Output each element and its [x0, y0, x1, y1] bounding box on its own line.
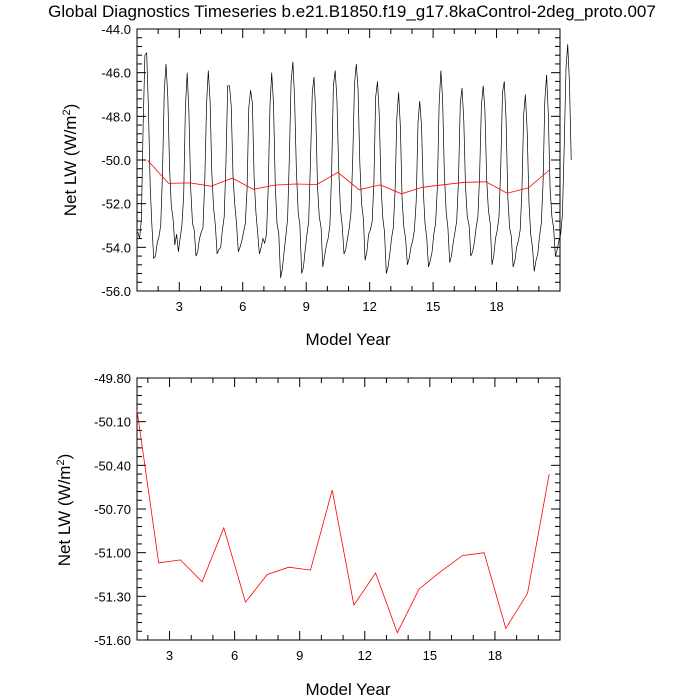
- y-axis-label-top-superscript: 2: [61, 109, 73, 115]
- monthly-and-annual-panel: 3 6 9 12 15 18 -56.0 -54.0 -52.0 -50.0 -48.0 -46.0 -…: [61, 22, 572, 349]
- y-axis-label-bottom-text: Net LW (W/m: [55, 466, 74, 567]
- y-tick-label-top: -56.0: [101, 284, 131, 299]
- y-axis-label-top-text: Net LW (W/m: [61, 116, 80, 217]
- y-tick-label-top: -50.0: [101, 153, 131, 168]
- x-axis-label-top: Model Year: [305, 330, 390, 349]
- y-tick-label-bottom: -51.30: [94, 589, 131, 604]
- y-tick-label-top: -48.0: [101, 109, 131, 124]
- y-axis-label-bottom: Net LW (W/m2): [55, 454, 74, 567]
- x-tick-label-bottom: 3: [166, 648, 173, 663]
- y-tick-label-bottom: -50.40: [94, 458, 131, 473]
- y-tick-label-bottom: -51.00: [94, 546, 131, 561]
- y-axis-label-bottom-superscript: 2: [55, 459, 67, 465]
- plot-frame-top: [136, 28, 561, 292]
- x-tick-label-top: 3: [176, 299, 183, 314]
- tick-group-bottom: 3 6 9 12 15 18 -51.60 -51.30 -51.00 -50.70 -50.40 -…: [94, 371, 561, 663]
- y-axis-label-top: Net LW (W/m2): [61, 104, 80, 217]
- y-tick-label-bottom: -50.70: [94, 502, 131, 517]
- y-tick-label-bottom: -49.80: [94, 371, 131, 386]
- x-tick-label-bottom: 18: [488, 648, 502, 663]
- x-tick-label-top: 12: [362, 299, 376, 314]
- x-tick-label-top: 15: [426, 299, 440, 314]
- annual-mean-series-line-top: [147, 160, 550, 195]
- x-tick-label-top: 9: [303, 299, 310, 314]
- tick-group-top: 3 6 9 12 15 18 -56.0 -54.0 -52.0 -50.0 -48.0 -46.0 -…: [101, 22, 561, 314]
- y-axis-label-bottom-end: ): [55, 454, 74, 460]
- y-tick-label-bottom: -50.10: [94, 415, 131, 430]
- x-axis-label-bottom: Model Year: [305, 680, 390, 699]
- x-tick-label-top: 18: [489, 299, 503, 314]
- x-tick-label-bottom: 6: [231, 648, 238, 663]
- annual-mean-series-line-bottom: [136, 409, 550, 634]
- y-axis-label-top-end: ): [61, 104, 80, 110]
- series-group-top: [137, 44, 572, 278]
- x-tick-label-bottom: 9: [296, 648, 303, 663]
- x-tick-label-bottom: 12: [358, 648, 372, 663]
- x-tick-label-bottom: 15: [423, 648, 437, 663]
- chart-title: Global Diagnostics Timeseries b.e21.B185…: [48, 2, 656, 21]
- y-tick-label-top: -52.0: [101, 197, 131, 212]
- annual-mean-panel: 3 6 9 12 15 18 -51.60 -51.30 -51.00 -50.70 -50.40 -…: [55, 371, 561, 699]
- monthly-series-line: [137, 44, 572, 278]
- y-tick-label-top: -44.0: [101, 22, 131, 37]
- x-tick-label-top: 6: [239, 299, 246, 314]
- series-group-bottom: [136, 409, 550, 634]
- y-tick-label-top: -46.0: [101, 66, 131, 81]
- y-tick-label-bottom: -51.60: [94, 633, 131, 648]
- y-tick-label-top: -54.0: [101, 240, 131, 255]
- plot-frame-bottom: [136, 377, 561, 641]
